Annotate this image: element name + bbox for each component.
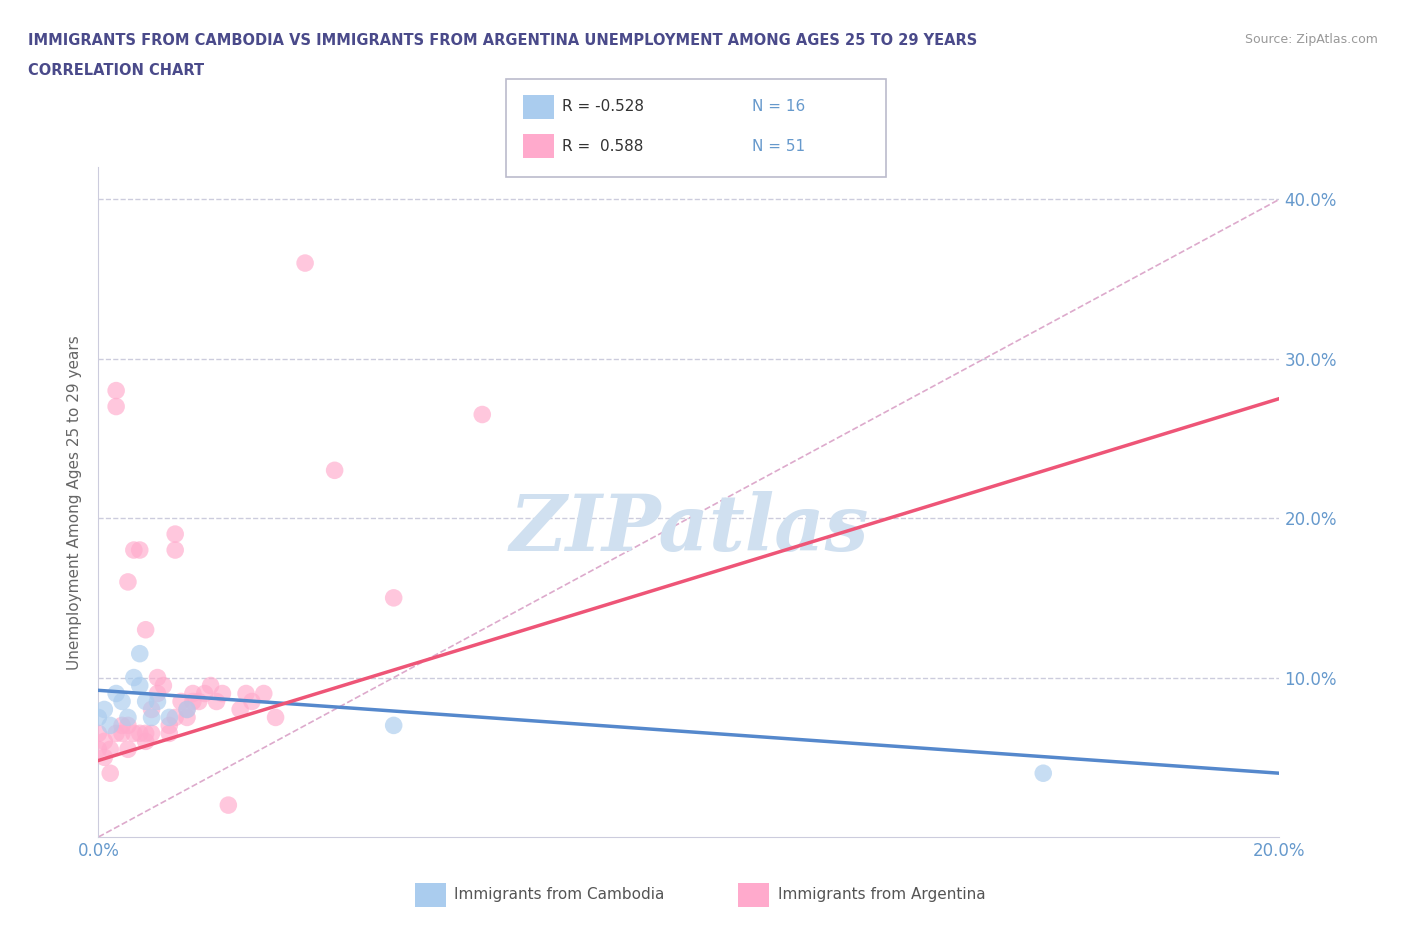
Point [187,694,209,709]
Point [146,694,169,709]
Point [122,726,145,741]
Text: IMMIGRANTS FROM CAMBODIA VS IMMIGRANTS FROM ARGENTINA UNEMPLOYMENT AMONG AGES 25: IMMIGRANTS FROM CAMBODIA VS IMMIGRANTS F… [28,33,977,47]
Point [128,542,150,557]
Text: R = -0.528: R = -0.528 [562,100,644,114]
Point [122,542,145,557]
Text: Immigrants from Argentina: Immigrants from Argentina [778,887,986,902]
Point [194,686,217,701]
Point [105,399,128,414]
Y-axis label: Unemployment Among Ages 25 to 29 years: Unemployment Among Ages 25 to 29 years [67,335,83,670]
Point [253,686,276,701]
Point [93,702,115,717]
Point [165,526,187,541]
Point [181,686,204,701]
Point [157,718,180,733]
Point [165,542,187,557]
Point [323,463,346,478]
Point [211,686,233,701]
Point [128,726,150,741]
Point [128,646,150,661]
Point [170,694,193,709]
Point [135,694,157,709]
Text: ZIPatlas: ZIPatlas [509,491,869,567]
Point [98,765,121,780]
Point [240,694,263,709]
Point [146,671,169,685]
Text: R =  0.588: R = 0.588 [562,139,644,153]
Point [105,383,128,398]
Point [176,702,198,717]
Point [87,726,110,741]
Text: CORRELATION CHART: CORRELATION CHART [28,63,204,78]
Point [176,710,198,724]
Point [111,718,134,733]
Point [229,702,252,717]
Point [117,742,139,757]
Point [98,718,121,733]
Point [128,678,150,693]
Point [382,718,405,733]
Point [165,710,187,724]
Point [217,798,239,813]
Point [111,694,134,709]
Point [93,734,115,749]
Text: Source: ZipAtlas.com: Source: ZipAtlas.com [1244,33,1378,46]
Point [157,710,180,724]
Point [181,694,204,709]
Point [105,686,128,701]
Point [87,710,110,724]
Point [200,678,222,693]
Point [135,734,157,749]
Point [87,742,110,757]
Point [1032,765,1054,780]
Text: Immigrants from Cambodia: Immigrants from Cambodia [454,887,665,902]
Point [141,702,163,717]
Point [205,694,228,709]
Point [93,750,115,764]
Point [117,718,139,733]
Point [117,575,139,590]
Point [146,686,169,701]
Point [471,407,494,422]
Point [264,710,287,724]
Point [122,671,145,685]
Point [141,726,163,741]
Point [135,622,157,637]
Point [157,726,180,741]
Text: N = 16: N = 16 [752,100,806,114]
Point [98,742,121,757]
Point [141,710,163,724]
Point [152,678,174,693]
Text: N = 51: N = 51 [752,139,806,153]
Point [235,686,257,701]
Point [382,591,405,605]
Point [111,726,134,741]
Point [135,726,157,741]
Point [105,726,128,741]
Point [176,702,198,717]
Point [294,256,316,271]
Point [117,710,139,724]
